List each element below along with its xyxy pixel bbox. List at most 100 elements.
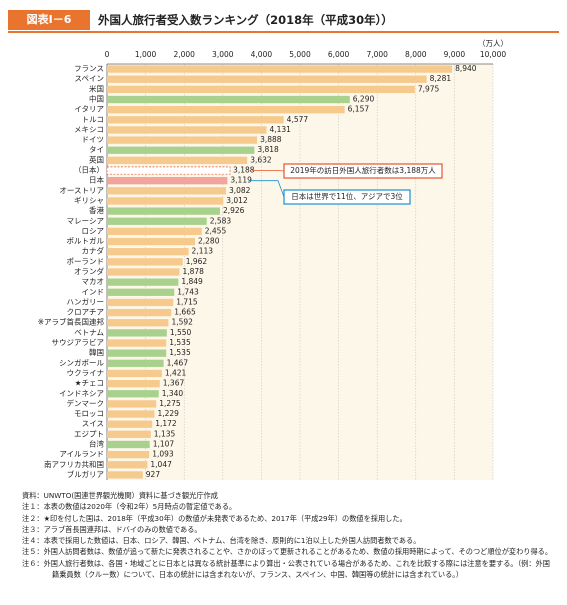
note: 注６：外国人旅行者数は、各国・地域ごとに日本とは異なる統計基準により算出・公表さ…	[22, 558, 550, 580]
value-label: 1,340	[162, 389, 184, 398]
value-label: 8,940	[455, 64, 477, 73]
value-label: 3,082	[229, 186, 251, 195]
category-label: 香港	[89, 205, 104, 215]
bar	[107, 339, 167, 347]
notes: 資料：UNWTO(国連世界観光機関）資料に基づき観光庁作成 注１：本表の数値は20…	[22, 490, 552, 580]
bar	[107, 410, 155, 418]
value-label: 1,535	[169, 338, 191, 347]
callout-text: 2019年の訪日外国人旅行者数は3,188万人	[290, 165, 436, 175]
bar	[107, 106, 345, 114]
bar	[107, 136, 258, 144]
title-rule	[8, 31, 559, 33]
bar	[107, 85, 415, 94]
bar	[107, 461, 148, 469]
value-label: 1,047	[150, 460, 172, 469]
callout-box	[283, 163, 443, 179]
x-tick-label: 4,000	[251, 50, 273, 59]
category-label: （日本）	[74, 165, 104, 175]
value-label: 2,280	[198, 237, 220, 246]
note: 注２：★印を付した国は、2018年（平成30年）の数値が未発表であるため、201…	[22, 513, 407, 523]
bar	[107, 298, 174, 307]
value-label: 6,157	[348, 105, 370, 114]
category-label: 南アフリカ共和国	[44, 459, 104, 469]
bar	[107, 400, 157, 408]
x-tick-label: 9,000	[444, 50, 466, 59]
bar	[107, 308, 172, 317]
value-label: 1,535	[169, 348, 191, 357]
bar	[107, 359, 164, 367]
value-label: 1,421	[165, 368, 187, 377]
note: 注５：外国人訪問者数は、数値が追って新たに発表されることや、さかのぼって更新され…	[22, 547, 553, 557]
x-tick-label: 10,000	[480, 50, 506, 59]
category-label: ポルトガル	[67, 236, 105, 246]
category-label: ベトナム	[74, 328, 104, 337]
value-label: 4,131	[269, 125, 291, 134]
note: 資料：UNWTO(国連世界観光機関）資料に基づき観光庁作成	[22, 491, 218, 500]
value-label: 2,113	[192, 247, 214, 256]
bar	[107, 379, 160, 388]
value-label: 1,229	[157, 409, 179, 418]
bar	[107, 450, 150, 459]
x-tick-label: 1,000	[135, 50, 157, 59]
bar	[107, 177, 228, 185]
category-label: デンマーク	[67, 398, 105, 408]
value-label: 2,455	[205, 226, 227, 235]
category-label: ※アラブ首長国連邦	[38, 317, 105, 327]
figure-badge: 図表Ⅰ－6	[8, 10, 90, 30]
category-label: マカオ	[82, 277, 105, 286]
category-label: ブルガリア	[67, 469, 104, 479]
value-label: 6,290	[353, 95, 375, 104]
bar	[107, 187, 226, 195]
value-label: 3,632	[250, 155, 272, 164]
bar	[107, 126, 267, 134]
value-label: 2,583	[210, 216, 232, 225]
x-tick-label: 7,000	[366, 50, 388, 59]
callout-box	[283, 189, 411, 205]
chart-title: 外国人旅行者受入数ランキング（2018年（平成30年））	[98, 13, 393, 27]
category-label: サウジアラビア	[52, 338, 105, 347]
category-label: 台湾	[89, 438, 104, 448]
bar	[107, 471, 143, 479]
value-label: 1,743	[177, 287, 199, 296]
category-label: ウクライナ	[67, 368, 104, 377]
category-label: カナダ	[82, 246, 105, 256]
category-label: スイス	[82, 419, 104, 428]
bar	[107, 116, 284, 124]
bar	[107, 227, 202, 236]
bar	[107, 248, 189, 256]
category-label: マレーシア	[67, 216, 104, 225]
value-label: 1,715	[176, 297, 198, 306]
bar	[107, 95, 350, 104]
bar	[107, 420, 153, 428]
bar	[107, 217, 207, 225]
category-label: ★チェコ	[75, 379, 104, 388]
value-label: 7,975	[418, 84, 440, 93]
bar	[107, 75, 427, 83]
bar	[107, 440, 150, 449]
category-label: オランダ	[74, 266, 104, 276]
bar	[107, 258, 183, 266]
category-label: スペイン	[75, 74, 104, 83]
category-label: ドイツ	[82, 135, 105, 144]
value-label: 3,119	[230, 176, 252, 185]
note: 注３：アラブ首長国連邦は、ドバイのみの数値である。	[22, 524, 202, 534]
value-label: 1,665	[174, 308, 196, 317]
x-tick-label: 6,000	[328, 50, 350, 59]
category-label: 韓国	[89, 347, 104, 357]
x-tick-label: 8,000	[405, 50, 427, 59]
value-label: 1,878	[182, 267, 204, 276]
value-label: 1,849	[181, 277, 203, 286]
callout-text: 日本は世界で11位、アジアで3位	[291, 191, 403, 201]
category-label: タイ	[89, 145, 104, 154]
bar	[107, 278, 179, 286]
chart: （万人） 0 1,000 2,000 3,000 4,000 5,000 6,000 7,000…	[38, 39, 508, 480]
bar	[107, 207, 220, 215]
category-label: インドネシア	[59, 389, 104, 398]
value-label: 1,107	[153, 439, 175, 448]
unit-label: （万人）	[478, 39, 508, 48]
value-label: 1,135	[154, 429, 176, 438]
value-label: 1,172	[155, 419, 177, 428]
value-label: 3,888	[260, 135, 282, 144]
value-label: 3,012	[226, 196, 248, 205]
